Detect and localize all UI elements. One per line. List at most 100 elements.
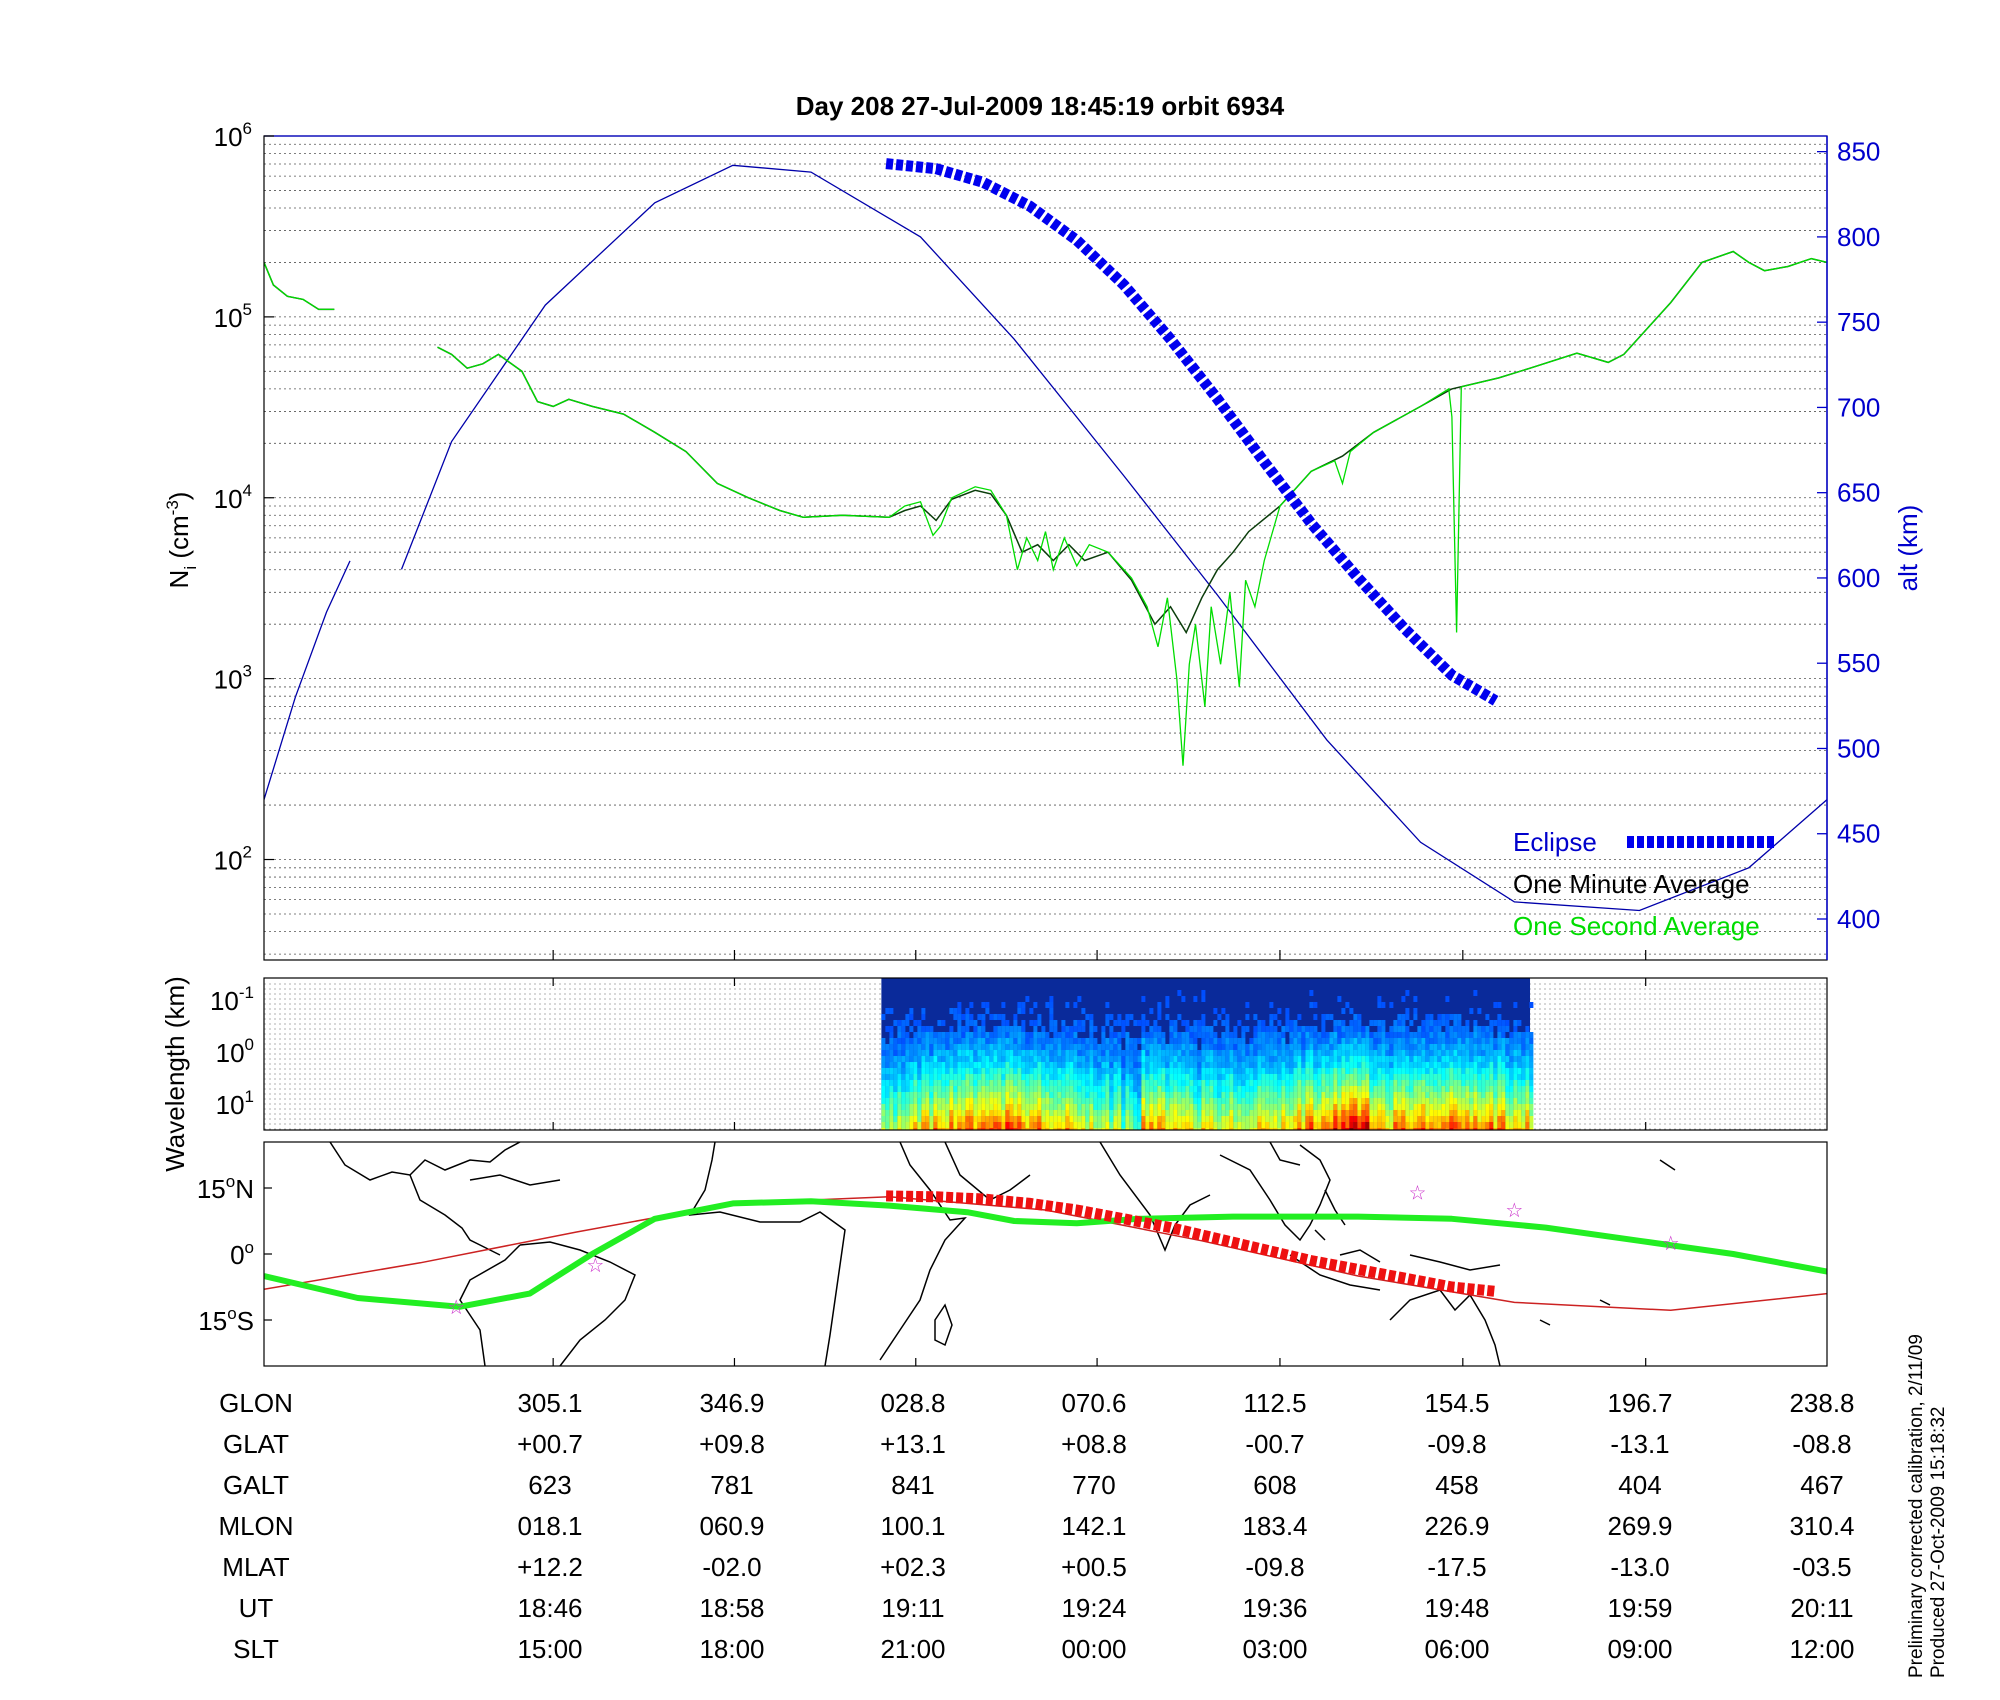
spectrogram-cell [1297, 1122, 1302, 1128]
spectrogram-cell [1161, 1110, 1166, 1116]
spectrogram-cell [1141, 1104, 1146, 1110]
spectrogram-cell [1477, 1038, 1482, 1044]
spectrogram-cell [889, 1026, 894, 1032]
spectrogram-cell [901, 1086, 906, 1092]
spectrogram-cell [1121, 1020, 1126, 1026]
spectrogram-cell [1449, 1050, 1454, 1056]
spectrogram-cell [1093, 1080, 1098, 1086]
spectrogram-cell [885, 1068, 890, 1074]
spectrogram-cell [1029, 1008, 1034, 1014]
spectrogram-cell [1397, 1092, 1402, 1098]
spectrogram-cell [901, 1050, 906, 1056]
spectrogram-cell [949, 1038, 954, 1044]
spectrogram-cell [1389, 1122, 1394, 1128]
spectrogram-cell [1093, 1086, 1098, 1092]
spectrogram-cell [1221, 1038, 1226, 1044]
spectrogram-cell [1045, 1044, 1050, 1050]
spectrogram-cell [1401, 1026, 1406, 1032]
spectrogram-cell [957, 1092, 962, 1098]
spectrogram-cell [929, 1062, 934, 1068]
table-cell: +00.5 [1061, 1552, 1127, 1582]
spectrogram-cell [1181, 1056, 1186, 1062]
table-cell: +13.1 [880, 1429, 946, 1459]
spectrogram-cell [1265, 1050, 1270, 1056]
density-y-tick-label: 102 [214, 843, 252, 876]
spectrogram-cell [1369, 1056, 1374, 1062]
spectrogram-cell [1461, 1044, 1466, 1050]
spectrogram-cell [1333, 1098, 1338, 1104]
spectrogram-cell [997, 1116, 1002, 1122]
spectrogram-cell [1461, 1128, 1466, 1130]
spectrogram-cell [1529, 1110, 1534, 1116]
spectrogram-cell [1073, 1056, 1078, 1062]
spectrogram-cell [1257, 1104, 1262, 1110]
spectrogram-cell [1337, 1056, 1342, 1062]
spectrogram-cell [937, 1044, 942, 1050]
spectrogram-cell [1377, 1110, 1382, 1116]
spectrogram-cell [1457, 1020, 1462, 1026]
spectrogram-cell [1353, 1104, 1358, 1110]
spectrogram-cell [945, 1080, 950, 1086]
spectrogram-cell [913, 1080, 918, 1086]
spectrogram-cell [881, 1068, 886, 1074]
spectrogram-cell [1441, 1110, 1446, 1116]
spectrogram-cell [1149, 1110, 1154, 1116]
spectrogram-cell [1225, 1014, 1230, 1020]
spectrogram-cell [1253, 1116, 1258, 1122]
map-eclipse-marker [886, 1190, 1497, 1297]
spectrogram-cell [961, 1080, 966, 1086]
spectrogram-cell [1257, 1050, 1262, 1056]
spectrogram-cell [1333, 1128, 1338, 1130]
spectrogram-cell [1333, 1092, 1338, 1098]
spectrogram-cell [1141, 1074, 1146, 1080]
spectrogram-cell [1309, 990, 1314, 996]
spectrogram-cell [1449, 1122, 1454, 1128]
spectrogram-cell [937, 1104, 942, 1110]
spectrogram-cell [1269, 1056, 1274, 1062]
spectrogram-cell [1033, 1002, 1038, 1008]
spectrogram-cell [1381, 1098, 1386, 1104]
spectrogram-cell [1509, 1086, 1514, 1092]
spectrogram-cell [961, 1104, 966, 1110]
spectrogram-cell [1057, 1038, 1062, 1044]
spectrogram-cell [1261, 1086, 1266, 1092]
spectrogram-cell [1077, 1128, 1082, 1130]
spectrogram-cell [985, 1110, 990, 1116]
spectrogram-cell [1433, 1074, 1438, 1080]
spectrogram-cell [1065, 1026, 1070, 1032]
spectrogram-cell [1149, 1032, 1154, 1038]
spectrogram-cell [1309, 1068, 1314, 1074]
spectrogram-cell [941, 1068, 946, 1074]
spectrogram-cell [1505, 1116, 1510, 1122]
spectrogram-cell [1093, 1128, 1098, 1130]
spectrogram-cell [1245, 1014, 1250, 1020]
spectrogram-cell [1513, 1092, 1518, 1098]
spectrogram-cell [961, 1038, 966, 1044]
spectrogram-cell [1401, 1038, 1406, 1044]
spectrogram-cell [1361, 1026, 1366, 1032]
spectrogram-cell [981, 1086, 986, 1092]
spectrogram-cell [1393, 1086, 1398, 1092]
spectrogram-cell [913, 1116, 918, 1122]
spectrogram-cell [893, 1092, 898, 1098]
spectrogram-cell [1257, 1128, 1262, 1130]
spectrogram-cell [957, 1026, 962, 1032]
spectrogram-cell [1173, 1026, 1178, 1032]
spectrogram-cell [1141, 1062, 1146, 1068]
spectrogram-cell [1405, 1026, 1410, 1032]
spectrogram-cell [1465, 1068, 1470, 1074]
spectrogram-cell [1389, 1098, 1394, 1104]
spectrogram-cell [1281, 1092, 1286, 1098]
spectrogram-cell [1385, 1056, 1390, 1062]
spectrogram-cell [961, 1074, 966, 1080]
spectrogram-cell [1361, 1122, 1366, 1128]
spectrogram-cell [1209, 1086, 1214, 1092]
spectrogram-cell [1373, 1062, 1378, 1068]
spectrogram-cell [1421, 1074, 1426, 1080]
spectrogram-cell [1025, 1110, 1030, 1116]
spectrogram-cell [921, 1098, 926, 1104]
spectrogram-cell [1257, 1092, 1262, 1098]
spectrogram-cell [977, 1014, 982, 1020]
spectrogram-cell [1117, 1044, 1122, 1050]
spectrogram-cell [1301, 1044, 1306, 1050]
